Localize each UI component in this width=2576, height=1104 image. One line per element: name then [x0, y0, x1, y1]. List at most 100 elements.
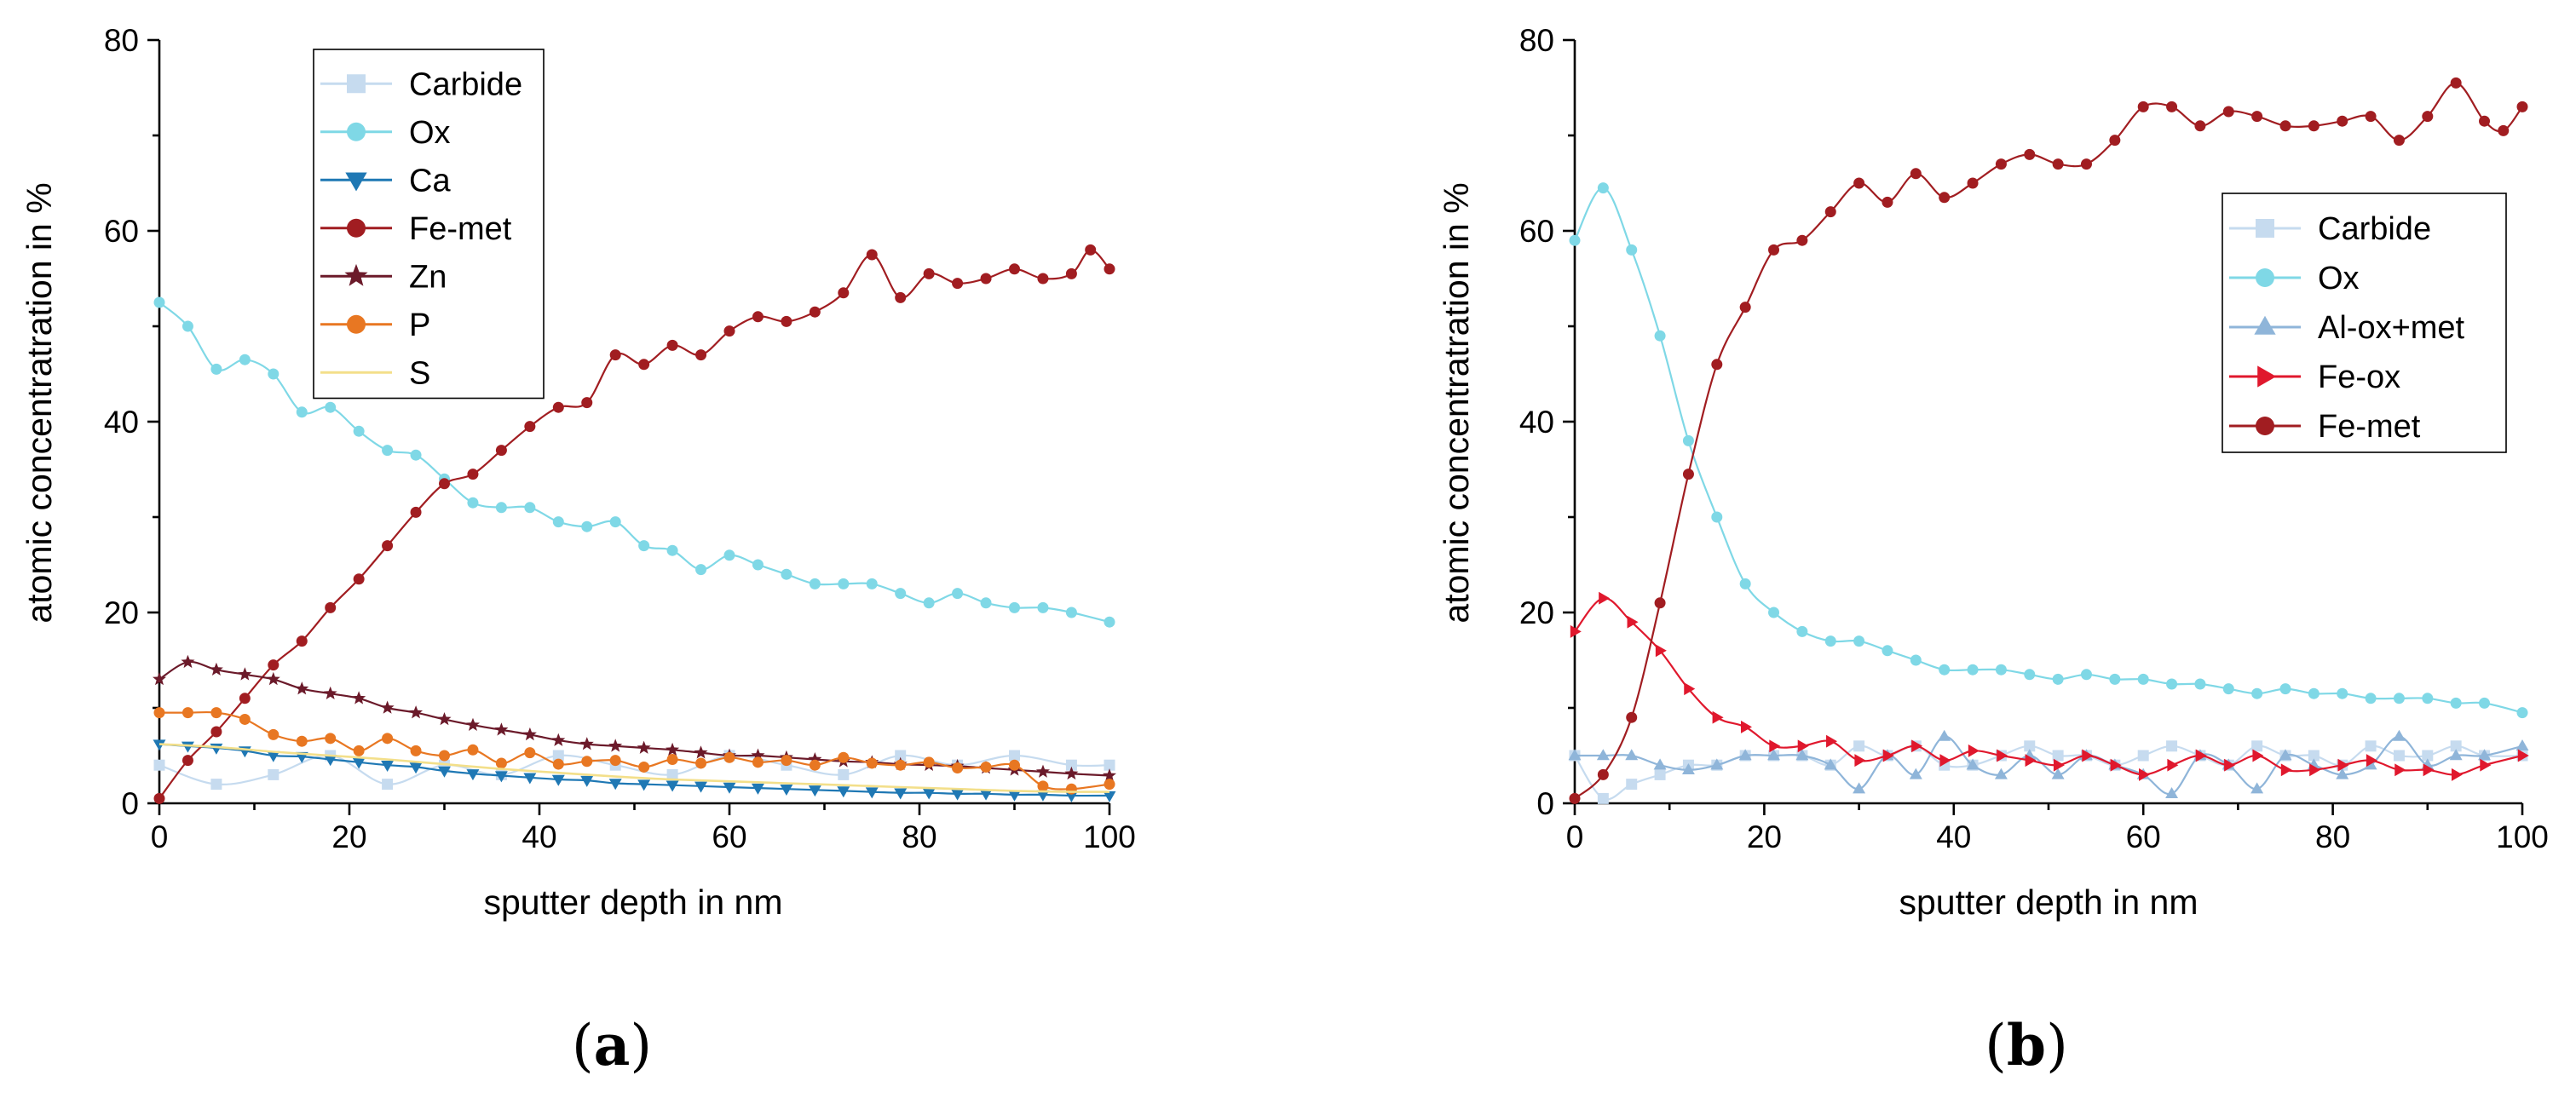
panel-b-point-ox	[2166, 678, 2178, 690]
panel-b-point-ox	[2479, 697, 2491, 709]
panel-a-legend-item-fe-met: Fe-met	[320, 211, 512, 247]
panel-a-legend-swatch-marker	[347, 122, 366, 141]
panel-a-point-ox	[296, 406, 308, 418]
panel-a-point-fe-met	[239, 693, 251, 704]
panel-a-point-fe-met	[268, 659, 279, 671]
panel-b-point-fe-ox	[1769, 739, 1781, 753]
panel-b-point-ox	[2393, 693, 2405, 704]
panel-a-point-p	[153, 707, 165, 719]
panel-b-point-ox	[1910, 654, 1922, 666]
panel-a-label: (a)	[572, 1012, 652, 1078]
panel-a-point-ca	[551, 774, 565, 786]
panel-a-point-fe-met	[1009, 263, 1020, 275]
panel-a-legend-label: Fe-met	[409, 211, 512, 247]
panel-a-x-tick-label: 40	[522, 819, 556, 854]
panel-a-point-p	[980, 761, 992, 773]
panel-b-point-fe-ox	[1911, 739, 1923, 753]
panel-a-series-zn	[153, 654, 1116, 782]
panel-b-point-fe-met	[2308, 120, 2320, 132]
panel-a-point-ca	[466, 769, 480, 781]
panel-a-point-ca	[580, 775, 594, 787]
panel-b-label: (b)	[1985, 1012, 2068, 1078]
panel-a-point-fe-met	[552, 401, 564, 413]
panel-a-point-zn	[181, 654, 195, 669]
panel-a-point-ox	[581, 520, 593, 532]
panel-a-point-p	[325, 733, 337, 745]
panel-b-point-fe-ox	[2280, 763, 2292, 777]
panel-b-point-fe-ox	[1712, 710, 1724, 724]
panel-b-point-carbide	[2393, 750, 2405, 762]
panel-b-point-ox	[1882, 645, 1893, 657]
panel-a-point-ca	[922, 788, 936, 800]
panel-a-point-zn	[579, 737, 594, 750]
panel-b-x-tick-label: 80	[2315, 819, 2350, 854]
panel-a-point-ox	[781, 568, 792, 580]
panel-a-point-ox	[467, 497, 479, 509]
panel-b-legend-swatch-marker	[2256, 417, 2274, 435]
panel-b-point-ox	[1626, 244, 1638, 256]
panel-b-point-carbide	[2137, 750, 2149, 762]
panel-a-point-fe-met	[809, 306, 821, 318]
panel-a-point-p	[781, 755, 792, 767]
panel-a-point-p	[1009, 759, 1020, 771]
panel-b-point-al-ox-met	[2165, 787, 2179, 798]
panel-b-point-fe-ox	[1826, 734, 1838, 748]
panel-b-point-ox	[2024, 669, 2036, 681]
panel-a-point-ca	[666, 780, 679, 792]
panel-a-point-ox	[752, 559, 764, 571]
panel-b-point-ox	[2052, 673, 2064, 685]
panel-a-legend-item-carbide: Carbide	[320, 66, 522, 102]
panel-a-point-fe-met	[781, 315, 792, 327]
panel-a-series	[153, 244, 1116, 804]
panel-a-point-zn	[465, 717, 480, 731]
panel-a-y-axis-title: atomic concentratration in %	[20, 182, 59, 623]
panel-a-point-p	[752, 756, 764, 768]
panel-b-point-fe-met	[2024, 148, 2036, 160]
panel-b-point-ox	[1682, 434, 1694, 446]
panel-b-point-ox	[1654, 330, 1666, 342]
panel-a-point-ox	[524, 502, 536, 514]
panel-a-line-p	[159, 710, 1110, 791]
panel-b-point-al-ox-met	[1710, 758, 1724, 770]
panel-a-point-p	[552, 758, 564, 770]
panel-a-point-fe-met	[1104, 263, 1115, 275]
panel-b-point-ox	[2222, 683, 2234, 695]
panel-a-point-ox	[980, 597, 992, 609]
panel-b-point-al-ox-met	[1625, 749, 1639, 761]
panel-a-point-ox	[153, 296, 165, 308]
panel-b-point-carbide	[2450, 740, 2462, 752]
panel-b-point-carbide	[2166, 740, 2178, 752]
panel-b-point-fe-ox	[1797, 739, 1809, 753]
panel-b-point-fe-ox	[2394, 763, 2406, 777]
panel-a-point-ox	[1009, 601, 1020, 613]
panel-b-series-fe-ox	[1570, 591, 2529, 781]
panel-b-point-ox	[1796, 625, 1808, 637]
panel-b-point-ox	[2194, 678, 2206, 690]
panel-b-legend-item-fe-ox: Fe-ox	[2229, 359, 2400, 395]
panel-a-legend-label: Ox	[409, 115, 451, 151]
panel-a-point-fe-met	[695, 349, 707, 361]
panel-b-label-letter: b	[2007, 1012, 2046, 1078]
panel-a-point-fe-met	[638, 359, 650, 371]
panel-a-point-ca	[1103, 791, 1116, 802]
panel-b-point-ox	[1824, 635, 1836, 647]
panel-a-point-p	[923, 756, 935, 768]
panel-b-point-fe-met	[1995, 158, 2007, 170]
panel-a-x-tick-label: 100	[1083, 819, 1136, 854]
panel-b-point-fe-ox	[2053, 758, 2065, 772]
panel-b-point-fe-met	[2479, 115, 2491, 127]
panel-a-point-fe-met	[467, 469, 479, 480]
panel-b-point-fe-met	[1853, 177, 1865, 189]
panel-b-point-carbide	[1654, 768, 1666, 780]
chart-panel-b: 0 20 40 60 80 100 0 20 40 60 80 sputter depth in n…	[1437, 23, 2549, 1078]
panel-b-x-tick-label: 100	[2496, 819, 2549, 854]
panel-a-point-fe-met	[153, 792, 165, 804]
panel-a-legend-label: P	[409, 308, 430, 343]
panel-a-point-zn	[323, 686, 337, 699]
panel-b-point-fe-met	[1626, 711, 1638, 723]
panel-a-point-p	[1104, 779, 1115, 791]
panel-a-point-zn	[153, 671, 166, 686]
panel-b-point-al-ox-met	[1853, 782, 1866, 794]
panel-a-x-tick-label: 0	[151, 819, 169, 854]
panel-b-point-ox	[2137, 673, 2149, 685]
